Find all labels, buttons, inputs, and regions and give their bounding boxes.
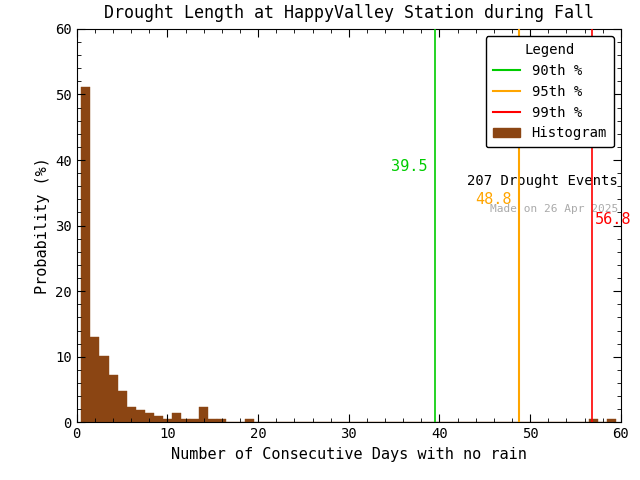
Bar — [90, 337, 99, 422]
Bar — [154, 416, 163, 422]
Bar — [163, 419, 172, 422]
Text: 207 Drought Events: 207 Drought Events — [467, 174, 618, 189]
Bar — [190, 419, 199, 422]
Text: 39.5: 39.5 — [391, 159, 428, 174]
Legend: 90th %, 95th %, 99th %, Histogram: 90th %, 95th %, 99th %, Histogram — [486, 36, 614, 147]
Text: 56.8: 56.8 — [595, 212, 631, 227]
Bar — [244, 419, 253, 422]
Bar — [172, 413, 181, 422]
X-axis label: Number of Consecutive Days with no rain: Number of Consecutive Days with no rain — [171, 447, 527, 462]
Bar — [607, 419, 616, 422]
Bar — [145, 413, 154, 422]
Y-axis label: Probability (%): Probability (%) — [35, 157, 50, 294]
Bar — [208, 419, 218, 422]
Bar — [181, 419, 190, 422]
Bar — [199, 407, 208, 422]
Text: Made on 26 Apr 2025: Made on 26 Apr 2025 — [490, 204, 618, 214]
Bar — [136, 410, 145, 422]
Bar — [109, 375, 118, 422]
Bar — [81, 86, 90, 422]
Title: Drought Length at HappyValley Station during Fall: Drought Length at HappyValley Station du… — [104, 4, 594, 22]
Bar — [218, 419, 227, 422]
Bar — [118, 391, 127, 422]
Bar — [589, 419, 598, 422]
Bar — [127, 407, 136, 422]
Text: 48.8: 48.8 — [476, 192, 512, 207]
Bar — [99, 356, 109, 422]
